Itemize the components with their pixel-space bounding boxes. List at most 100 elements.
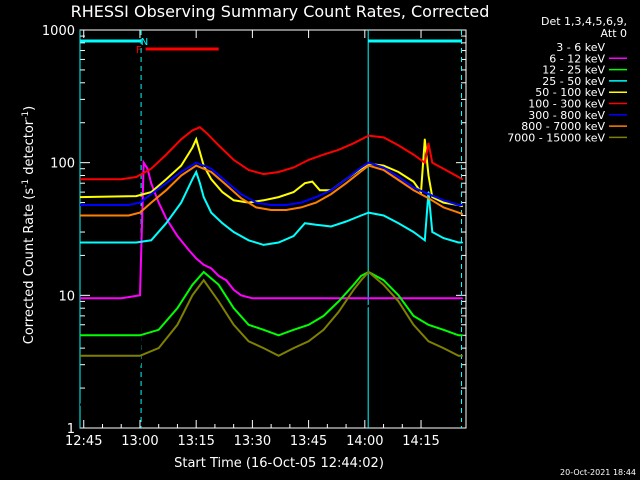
data-point: [172, 222, 175, 224]
data-point: [247, 340, 250, 343]
data-point: [202, 196, 205, 198]
legend-label: 25 - 50 keV: [542, 75, 605, 88]
data-point: [457, 211, 460, 214]
legend-label: 3 - 6 keV: [556, 41, 605, 54]
data-point: [442, 237, 445, 239]
data-point: [337, 311, 340, 313]
y-axis-label: Corrected Count Rate (s-1 detector-1): [21, 106, 37, 344]
data-point: [270, 209, 272, 211]
data-point: [397, 222, 400, 224]
data-point: [412, 231, 415, 233]
data-point: [304, 222, 306, 224]
data-point: [330, 225, 332, 228]
data-point: [262, 363, 265, 366]
data-point: [217, 284, 220, 286]
data-point: [251, 297, 254, 300]
data-point: [135, 241, 138, 244]
data-point: [285, 209, 287, 211]
series-line: [80, 159, 463, 300]
data-point: [292, 191, 295, 193]
data-point: [412, 186, 415, 189]
data-point: [191, 294, 194, 297]
data-point: [292, 235, 295, 237]
data-point: [262, 199, 265, 202]
data-point: [225, 184, 227, 186]
legend-label: 100 - 300 keV: [528, 98, 605, 111]
data-point: [165, 153, 167, 156]
data-point: [397, 294, 400, 297]
data-point: [139, 355, 141, 357]
data-point: [165, 178, 167, 181]
data-point: [307, 403, 310, 406]
data-point: [180, 171, 182, 173]
data-point: [277, 196, 280, 198]
data-point: [397, 171, 400, 173]
x-tick-label: 13:45: [290, 434, 327, 449]
data-point: [412, 189, 415, 192]
data-point: [337, 149, 340, 151]
data-point: [345, 178, 347, 181]
data-point: [315, 201, 317, 204]
data-point: [277, 334, 280, 337]
data-point: [461, 416, 464, 419]
data-point: [210, 267, 212, 270]
data-point: [315, 224, 317, 226]
data-point: [322, 315, 325, 317]
data-point: [176, 323, 179, 326]
data-point: [202, 263, 205, 266]
data-point: [139, 334, 141, 337]
data-point: [157, 347, 160, 349]
legend-label: 300 - 800 keV: [528, 109, 605, 122]
data-point: [199, 126, 201, 129]
legend-subtitle: Att 0: [601, 27, 627, 40]
data-point: [139, 294, 141, 297]
data-point: [345, 182, 347, 185]
y-tick-label: 100: [50, 157, 75, 172]
data-point: [457, 355, 460, 357]
data-point: [232, 323, 235, 326]
data-point: [442, 347, 445, 349]
data-point: [262, 173, 265, 175]
data-point: [442, 387, 445, 389]
night-label: N: [141, 37, 148, 48]
data-point: [337, 363, 340, 366]
data-point: [442, 328, 445, 331]
data-point: [240, 197, 242, 199]
data-point: [80, 204, 81, 206]
data-point: [345, 220, 347, 223]
data-point: [139, 363, 141, 366]
data-point: [427, 191, 430, 193]
data-point: [202, 279, 205, 282]
data-point: [191, 178, 194, 181]
data-point: [262, 347, 265, 349]
data-point: [442, 206, 445, 209]
data-point: [146, 167, 149, 170]
data-point: [150, 182, 153, 185]
data-point: [262, 297, 265, 300]
data-point: [80, 178, 81, 181]
data-point: [412, 180, 415, 183]
data-point: [461, 178, 464, 181]
data-point: [360, 166, 362, 169]
data-point: [221, 222, 224, 224]
data-point: [461, 204, 464, 206]
x-tick-label: 13:00: [121, 434, 158, 449]
data-point: [427, 197, 430, 199]
data-point: [364, 307, 366, 309]
data-point: [412, 323, 415, 326]
data-point: [277, 171, 280, 173]
data-point: [292, 403, 295, 406]
data-point: [210, 211, 212, 214]
data-point: [195, 257, 197, 260]
data-point: [307, 323, 310, 326]
chart-title: RHESSI Observing Summary Count Rates, Co…: [71, 2, 490, 21]
data-point: [431, 231, 434, 233]
data-point: [360, 170, 362, 173]
data-point: [322, 328, 325, 331]
data-point: [262, 244, 265, 246]
data-point: [412, 315, 415, 317]
data-point: [232, 231, 235, 233]
data-point: [322, 387, 325, 389]
data-point: [180, 138, 182, 141]
